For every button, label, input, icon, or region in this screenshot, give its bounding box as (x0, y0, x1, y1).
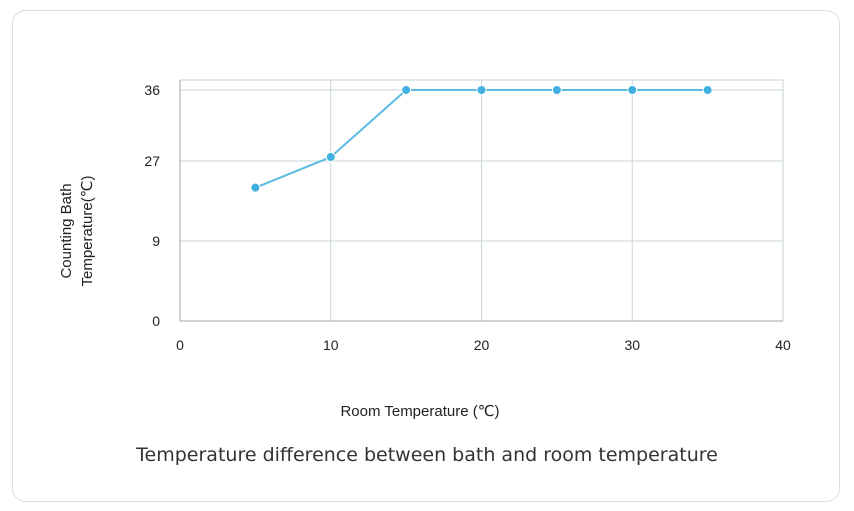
x-tick-label: 40 (775, 337, 791, 353)
tick-labels: 0 10 20 30 40 0 9 27 36 (144, 82, 791, 353)
y-tick-label: 27 (144, 153, 160, 169)
y-axis-title: Counting Bath Temperature(℃) (58, 175, 96, 286)
figure-caption: Temperature difference between bath and … (136, 444, 718, 466)
data-point (702, 85, 713, 95)
data-point (401, 85, 412, 95)
grid (180, 79, 784, 321)
series (250, 85, 713, 193)
x-tick-label: 30 (624, 337, 640, 353)
y-tick-label: 36 (144, 82, 160, 98)
x-axis-title: Room Temperature (℃) (340, 403, 499, 420)
x-tick-label: 20 (474, 337, 490, 353)
y-tick-label: 9 (152, 233, 160, 249)
data-point (476, 85, 487, 95)
y-axis-title-line-1: Counting Bath (58, 183, 75, 278)
chart-card (12, 10, 840, 502)
axes (179, 80, 783, 322)
x-tick-label: 0 (176, 337, 184, 353)
data-point (250, 182, 261, 193)
data-point (325, 152, 336, 163)
data-point (551, 85, 562, 95)
y-tick-label: 0 (152, 313, 160, 329)
x-tick-label: 10 (323, 337, 339, 353)
data-point (627, 85, 638, 95)
y-axis-title-line-2: Temperature(℃) (79, 175, 96, 286)
